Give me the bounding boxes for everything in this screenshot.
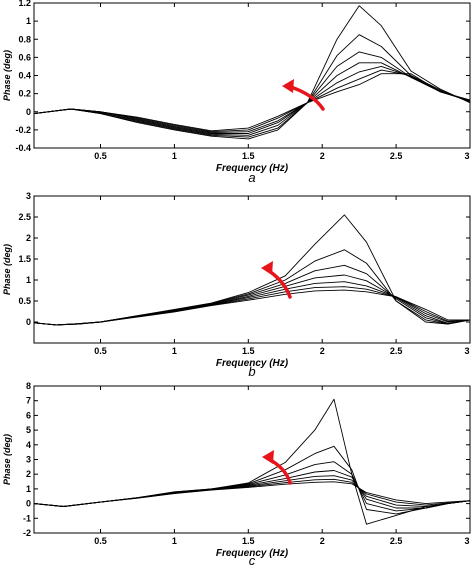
y-tick-label: 0.5 [18,296,31,306]
series-line-2 [33,249,471,326]
y-tick-label: 5 [26,425,31,435]
series-line-2 [33,34,471,138]
series-line-6 [33,69,471,133]
x-tick-label: 1.5 [242,346,255,356]
y-tick-label: 2 [26,233,31,243]
y-tick-label: 3 [26,455,31,465]
y-tick-label: 0.2 [18,89,31,99]
x-tick-label: 2.5 [390,536,403,546]
panel-label: b [248,364,255,379]
x-tick-label: 1 [172,151,177,161]
x-tick-label: 3 [464,536,469,546]
y-tick-label: 1.2 [18,0,31,8]
y-axis-label: Phase (deg) [2,50,12,101]
x-tick-label: 2.5 [390,346,403,356]
plot-frame [33,195,471,344]
series-line-7 [33,289,470,326]
y-tick-label: 1 [26,484,31,494]
x-axis-label: Frequency (Hz) [216,163,289,174]
x-tick-label: 1 [172,536,177,546]
y-axis-label: Phase (deg) [2,434,12,485]
series-line-4 [33,62,471,134]
x-tick-label: 0.5 [94,536,107,546]
red-arrow-head [261,261,273,275]
y-tick-label: 0.6 [18,52,31,62]
y-tick-label: 0 [26,499,31,509]
series-line-7 [33,481,471,507]
series-line-3 [33,51,471,136]
y-tick-label: 2 [26,469,31,479]
y-tick-label: 0 [26,107,31,117]
series-line-1 [33,214,471,326]
x-tick-label: 3 [464,151,469,161]
y-tick-label: 2.5 [18,212,31,222]
x-tick-label: 1.5 [242,151,255,161]
chart-panel-c: 0.5 1 1.5 2 2.5 3 -2 -1 0 1 2 3 4 5 6 7 8 Frequency (Hz) P… [2,381,471,568]
x-tick-label: 3 [464,346,469,356]
chart-panel-b: 0.5 1 1.5 2 2.5 3 0 0.5 1 1.5 2 2.5 3 Frequency (Hz) P… [2,191,471,379]
x-axis-label: Frequency (Hz) [216,548,289,559]
x-tick-label: 2 [320,151,325,161]
panel-label: c [249,553,256,568]
y-tick-label: 8 [26,381,31,391]
plot-frame [33,385,471,534]
x-tick-label: 1 [172,346,177,356]
series-line-1 [33,5,471,140]
x-tick-label: 2.5 [390,151,403,161]
y-axis-label: Phase (deg) [2,244,12,295]
y-tick-label: 6 [26,410,31,420]
x-tick-label: 1.5 [242,536,255,546]
y-tick-label: -1 [23,513,31,523]
x-tick-label: 0.5 [94,346,107,356]
x-tick-label: 2 [320,346,325,356]
chart-panel-a: 0.5 1 1.5 2 2.5 3 -0.4 -0.2 0 0.2 0.4 0.6 0.8 1 1.2 Fre… [2,0,471,185]
y-tick-label: 1 [26,275,31,285]
panel-label: a [248,170,255,185]
red-arrow-head [282,79,294,93]
y-tick-label: -2 [23,528,31,538]
y-tick-label: -0.4 [15,143,31,153]
y-tick-label: 0.4 [18,71,31,81]
x-tick-label: 0.5 [94,151,107,161]
y-tick-label: 3 [26,191,31,201]
series-line-5 [33,65,471,134]
y-tick-label: 1.5 [18,254,31,264]
y-tick-label: 0 [26,317,31,327]
y-tick-label: 7 [26,396,31,406]
series-line-7 [33,73,471,132]
series-line-2 [33,445,471,515]
y-tick-label: 0.8 [18,34,31,44]
y-tick-label: 4 [26,440,31,450]
y-tick-label: 1 [26,16,31,26]
red-arrow-head [262,450,274,464]
x-tick-label: 2 [320,536,325,546]
y-tick-label: -0.2 [15,125,31,135]
x-axis-label: Frequency (Hz) [216,358,289,369]
